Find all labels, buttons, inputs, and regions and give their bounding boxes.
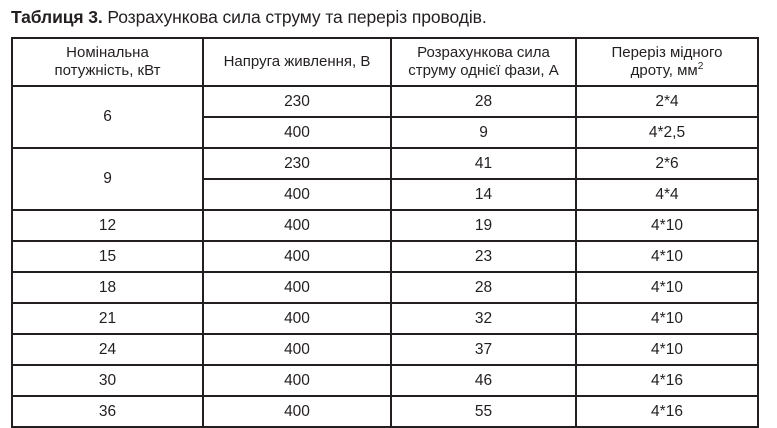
cell-power: 21 [11,302,204,335]
cell-voltage: 400 [202,178,392,211]
document-page: Таблиця 3. Розрахункова сила струму та п… [11,7,759,428]
column-header-current-line2: струму однієї фази, А [408,62,559,79]
cell-voltage: 400 [202,302,392,335]
table-row: 24 400 37 4*10 [11,333,759,366]
cell-voltage: 230 [202,85,392,118]
column-header-section-superscript: 2 [697,61,704,72]
table-row: 400 14 4*4 [12,178,759,211]
column-header-current: Розрахункова сила струму однієї фази, А [390,37,577,87]
cell-current: 41 [390,147,577,180]
table-row: 400 9 4*2,5 [12,116,759,149]
column-header-section-line2-text: дроту, мм [630,62,698,79]
cell-voltage: 400 [202,395,392,428]
cell-voltage: 400 [202,209,392,242]
table-row: 36 400 55 4*16 [11,395,759,428]
table-header-row: Номінальна потужність, кВт Напруга живле… [11,37,759,87]
cell-power: 18 [11,271,204,304]
cell-voltage: 400 [202,240,392,273]
cell-section: 4*10 [575,271,759,304]
column-header-section-line2: дроту, мм2 [577,61,757,80]
table-row: 15 400 23 4*10 [11,240,759,273]
cell-current: 37 [390,333,577,366]
cell-section: 4*10 [575,240,759,273]
column-header-section-line1: Переріз мідного [611,44,723,61]
cell-section: 4*4 [575,178,759,211]
cell-power: 9 [11,147,204,211]
cell-section: 4*16 [575,395,759,428]
column-header-current-line1: Розрахункова сила [417,44,550,61]
cell-current: 28 [390,85,577,118]
column-header-power-line2: потужність, кВт [54,62,161,79]
table-caption-label: Таблиця 3. [11,7,103,27]
cell-power: 36 [11,395,204,428]
cell-section: 2*4 [575,85,759,118]
cell-section: 4*10 [575,333,759,366]
cell-section: 4*16 [575,364,759,397]
cell-voltage: 230 [202,147,392,180]
cell-current: 19 [390,209,577,242]
cell-power: 15 [11,240,204,273]
cell-power: 30 [11,364,204,397]
column-header-voltage: Напруга живлення, В [202,37,392,87]
cell-voltage: 400 [202,116,392,149]
cell-power: 12 [11,209,204,242]
column-header-power-line1: Номінальна [66,44,149,61]
cell-current: 14 [390,178,577,211]
cell-current: 46 [390,364,577,397]
cell-current: 32 [390,302,577,335]
cell-current: 28 [390,271,577,304]
cell-section: 4*10 [575,209,759,242]
cell-power: 6 [11,85,204,149]
cell-current: 55 [390,395,577,428]
table-caption-text: Розрахункова сила струму та переріз пров… [102,7,487,27]
column-header-power: Номінальна потужність, кВт [11,37,204,87]
table-row: 12 400 19 4*10 [11,209,759,242]
cell-power: 24 [11,333,204,366]
cell-voltage: 400 [202,271,392,304]
current-and-wire-section-table: Номінальна потужність, кВт Напруга живле… [11,37,759,428]
table-head: Номінальна потужність, кВт Напруга живле… [11,37,759,87]
table-row: 30 400 46 4*16 [11,364,759,397]
table-body: 6 230 28 2*4 400 9 4*2,5 9 230 41 2*6 400 14 4*4 12 400… [11,85,759,428]
column-header-voltage-line1: Напруга живлення, В [223,53,371,70]
cell-voltage: 400 [202,333,392,366]
cell-current: 23 [390,240,577,273]
table-row: 21 400 32 4*10 [11,302,759,335]
table-caption: Таблиця 3. Розрахункова сила струму та п… [11,7,487,28]
cell-current: 9 [390,116,577,149]
cell-section: 2*6 [575,147,759,180]
cell-section: 4*2,5 [575,116,759,149]
table-row: 18 400 28 4*10 [11,271,759,304]
table-row: 9 230 41 2*6 [11,147,759,211]
table-row: 6 230 28 2*4 [11,85,759,149]
column-header-section: Переріз мідного дроту, мм2 [575,37,759,87]
cell-section: 4*10 [575,302,759,335]
cell-voltage: 400 [202,364,392,397]
